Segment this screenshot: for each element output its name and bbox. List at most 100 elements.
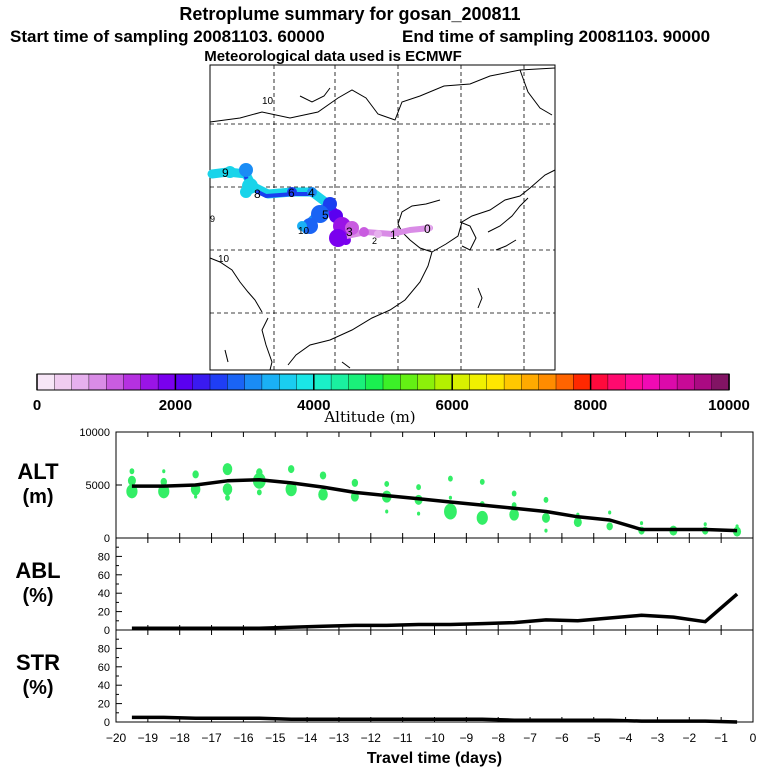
trajectory-blobs xyxy=(224,163,432,247)
panel-xtick-label: −9 xyxy=(460,731,474,745)
panel-xtick-label: −16 xyxy=(233,731,254,745)
scatter-point xyxy=(476,510,488,525)
colorbar-cell xyxy=(659,373,678,391)
scatter-point xyxy=(127,475,136,486)
series-line xyxy=(131,715,738,724)
colorbar: 0 2000 4000 6000 8000 10000 Altitude (m) xyxy=(33,373,750,426)
colorbar-tick-label: 8000 xyxy=(574,397,607,414)
panel-ylabel-name: STR xyxy=(16,650,60,675)
map-label: 2 xyxy=(372,236,377,246)
panel-xtick-label: −19 xyxy=(138,731,159,745)
map-coastlines xyxy=(209,67,556,371)
colorbar-cell xyxy=(434,373,453,391)
colorbar-cell xyxy=(642,373,661,391)
scatter-point xyxy=(385,509,389,514)
panel-ytick-label: 10000 xyxy=(79,427,110,439)
colorbar-cell xyxy=(244,373,263,391)
colorbar-tick-label: 0 xyxy=(33,397,41,414)
colorbar-cell xyxy=(175,373,194,391)
colorbar-cell xyxy=(694,373,713,391)
map-label: 8 xyxy=(254,187,261,201)
colorbar-cell xyxy=(54,373,73,391)
scatter-point xyxy=(509,508,519,521)
colorbar-cell xyxy=(625,373,644,391)
colorbar-cell xyxy=(348,373,367,391)
panel-ytick-label: 60 xyxy=(98,570,110,582)
altitude-scatter xyxy=(126,463,742,537)
scatter-point xyxy=(287,465,295,474)
colorbar-cell xyxy=(279,373,298,391)
colorbar-cell xyxy=(400,373,419,391)
panel-xtick-label: −12 xyxy=(361,731,382,745)
map-frame xyxy=(209,64,556,371)
panel-ylabel-unit: (m) xyxy=(22,486,53,508)
scatter-point xyxy=(479,478,485,485)
colorbar-cell xyxy=(417,373,436,391)
map-panel: 10 9 8 6 4 5 3 2 1 0 10 9 10 xyxy=(207,64,556,371)
map-gridlines xyxy=(210,65,555,370)
scatter-point xyxy=(319,471,327,480)
colorbar-cell xyxy=(105,373,125,391)
colorbar-cells xyxy=(36,373,730,391)
panel-ytick-label: 0 xyxy=(104,533,110,545)
scatter-point xyxy=(225,494,230,501)
colorbar-cell xyxy=(36,373,55,391)
colorbar-cell xyxy=(486,373,505,391)
panel-xtick-label: −1 xyxy=(714,731,728,745)
scatter-point xyxy=(606,522,613,531)
panel-ytick-label: 60 xyxy=(98,662,110,674)
colorbar-cell xyxy=(590,373,609,391)
map-label: 1 xyxy=(390,228,397,242)
trajectory-day-labels: 10 9 8 6 4 5 3 2 1 0 10 9 10 xyxy=(210,96,431,265)
scatter-point xyxy=(543,496,549,503)
colorbar-cell xyxy=(711,373,730,391)
panel-ylabel-name: ABL xyxy=(15,558,60,583)
scatter-point xyxy=(448,475,453,482)
colorbar-cell xyxy=(140,373,159,391)
panel-ytick-label: 20 xyxy=(98,699,110,711)
panel-ytick-label: 80 xyxy=(98,643,110,655)
scatter-point xyxy=(222,463,233,476)
panel-frame xyxy=(115,431,754,539)
scatter-point xyxy=(222,483,233,496)
map-label: 6 xyxy=(288,186,295,200)
panel-xtick-label: −10 xyxy=(424,731,445,745)
colorbar-cell xyxy=(313,373,332,391)
colorbar-cell xyxy=(382,373,401,391)
scatter-point xyxy=(541,512,550,523)
scatter-point xyxy=(160,477,167,486)
scatter-point xyxy=(573,517,582,528)
panel-xtick-label: −5 xyxy=(587,731,601,745)
panel-ytick-label: 40 xyxy=(98,680,110,692)
met-data-label: Meteorological data used is ECMWF xyxy=(204,48,462,65)
colorbar-cell xyxy=(71,373,90,391)
panel-xtick-label: −15 xyxy=(265,731,286,745)
colorbar-ticks: 0 2000 4000 6000 8000 10000 xyxy=(33,374,750,414)
scatter-point xyxy=(703,522,707,527)
scatter-point xyxy=(544,528,548,533)
panel-xtick-label: −6 xyxy=(555,731,569,745)
panel-xtick-label: −4 xyxy=(619,731,633,745)
panel-ylabel-unit: (%) xyxy=(22,677,53,699)
colorbar-cell xyxy=(123,373,142,391)
scatter-point xyxy=(608,510,612,515)
colorbar-cell xyxy=(296,373,315,391)
scatter-point xyxy=(158,484,170,499)
map-label: 10 xyxy=(218,254,230,265)
colorbar-cell xyxy=(330,373,350,391)
scatter-point xyxy=(318,488,328,501)
scatter-point xyxy=(735,524,739,529)
panel-xlabel: Travel time (days) xyxy=(367,750,502,767)
scatter-point xyxy=(351,478,359,487)
map-label: 5 xyxy=(322,208,329,222)
start-time-label: Start time of sampling 20081103. 60000 xyxy=(10,27,325,46)
colorbar-cell xyxy=(261,373,280,391)
map-label: 10 xyxy=(298,226,310,237)
scatter-point xyxy=(511,490,517,497)
colorbar-cell xyxy=(209,373,228,391)
scatter-point xyxy=(639,521,644,526)
scatter-point xyxy=(126,484,138,499)
scatter-point xyxy=(444,503,457,520)
